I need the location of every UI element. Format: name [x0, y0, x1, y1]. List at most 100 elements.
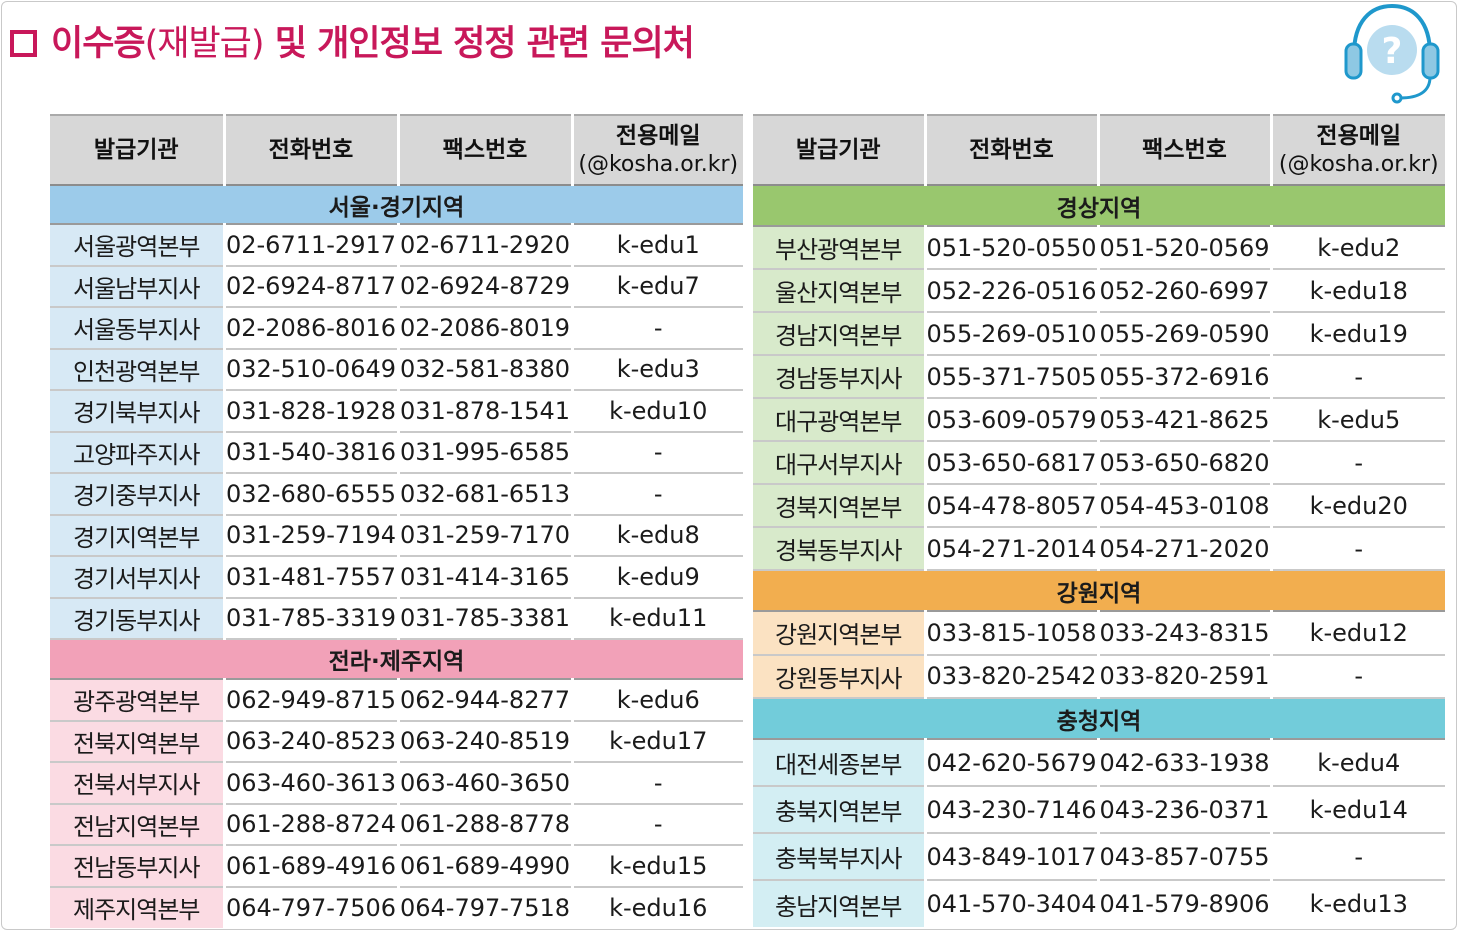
cell-org: 광주광역본부 [50, 679, 224, 722]
cell-org: 경기북부지사 [50, 390, 224, 433]
cell-org: 경기동부지사 [50, 597, 224, 640]
region-header: 서울·경기지역 [50, 185, 743, 225]
table-row: 광주광역본부 062-949-8715 062-944-8277 k-edu6 [50, 679, 743, 722]
table-row: 경남지역본부 055-269-0510 055-269-0590 k-edu19 [753, 312, 1445, 356]
col-header-mail-label: 전용메일 [1316, 122, 1402, 149]
cell-org: 경남동부지사 [753, 355, 925, 399]
col-header-mail-domain: (@kosha.or.kr) [1278, 151, 1439, 177]
cell-org: 강원지역본부 [753, 611, 925, 656]
cell-mail: k-edu19 [1269, 312, 1445, 356]
cell-tel: 043-849-1017 [923, 833, 1098, 881]
cell-tel: 063-460-3613 [222, 762, 398, 805]
cell-tel: 031-481-7557 [222, 556, 398, 599]
table-row: 경기지역본부 031-259-7194 031-259-7170 k-edu8 [50, 514, 743, 557]
cell-tel: 031-785-3319 [222, 597, 398, 640]
table-row: 전남동부지사 061-689-4916 061-689-4990 k-edu15 [50, 845, 743, 888]
cell-org: 경남지역본부 [753, 312, 925, 356]
cell-fax: 032-581-8380 [396, 348, 572, 391]
cell-fax: 052-260-6997 [1096, 269, 1271, 313]
page-title: 이수증(재발급) 및 개인정보 정정 관련 문의처 [10, 16, 695, 72]
region-gangwon: 강원지역 강원지역본부 033-815-1058 033-243-8315 k-edu1… [753, 570, 1445, 699]
col-header-fax: 팩스번호 [396, 114, 572, 186]
cell-mail: k-edu2 [1269, 226, 1445, 270]
cell-mail: k-edu17 [570, 720, 743, 763]
cell-tel: 062-949-8715 [222, 679, 398, 722]
table-row: 전북서부지사 063-460-3613 063-460-3650- [50, 762, 743, 805]
cell-org: 부산광역본부 [753, 226, 925, 270]
cell-tel: 061-288-8724 [222, 803, 398, 846]
cell-fax: 062-944-8277 [396, 679, 572, 722]
cell-tel: 054-478-8057 [923, 484, 1098, 528]
table-row: 서울동부지사 02-2086-8016 02-2086-8019- [50, 307, 743, 350]
cell-fax: 041-579-8906 [1096, 880, 1271, 927]
table-row: 부산광역본부 051-520-0550 051-520-0569 k-edu2 [753, 226, 1445, 270]
cell-tel: 031-828-1928 [222, 390, 398, 433]
cell-fax: 061-288-8778 [396, 803, 572, 846]
cell-fax: 053-650-6820 [1096, 441, 1271, 485]
cell-org: 대전세종본부 [753, 739, 925, 787]
cell-fax: 063-460-3650 [396, 762, 572, 805]
table-row: 제주지역본부 064-797-7506 064-797-7518 k-edu16 [50, 886, 743, 928]
cell-org: 충북지역본부 [753, 786, 925, 834]
cell-fax: 031-785-3381 [396, 597, 572, 640]
cell-mail: k-edu14 [1269, 786, 1445, 834]
cell-mail: k-edu10 [570, 390, 743, 433]
region-seoul-gyeonggi: 서울·경기지역 서울광역본부 02-6711-2917 02-6711-2920 k-e… [50, 185, 743, 640]
cell-fax: 031-259-7170 [396, 514, 572, 557]
table-row: 대구서부지사 053-650-6817 053-650-6820- [753, 441, 1445, 485]
cell-mail: - [570, 762, 743, 805]
cell-fax: 031-878-1541 [396, 390, 572, 433]
col-header-mail-label: 전용메일 [615, 122, 701, 149]
cell-tel: 053-650-6817 [923, 441, 1098, 485]
table-row: 전북지역본부 063-240-8523 063-240-8519 k-edu17 [50, 720, 743, 763]
cell-tel: 031-259-7194 [222, 514, 398, 557]
cell-tel: 064-797-7506 [222, 886, 398, 928]
contact-table-left: 발급기관 전화번호 팩스번호 전용메일 (@kosha.or.kr) 서울·경기지… [50, 114, 743, 928]
table-row: 울산지역본부 052-226-0516 052-260-6997 k-edu18 [753, 269, 1445, 313]
cell-fax: 031-995-6585 [396, 431, 572, 474]
table-row: 인천광역본부 032-510-0649 032-581-8380 k-edu3 [50, 348, 743, 391]
cell-mail: - [570, 803, 743, 846]
cell-tel: 02-6711-2917 [222, 224, 398, 267]
cell-fax: 02-6711-2920 [396, 224, 572, 267]
cell-fax: 033-820-2591 [1096, 654, 1271, 699]
cell-org: 제주지역본부 [50, 886, 224, 928]
cell-fax: 055-269-0590 [1096, 312, 1271, 356]
cell-org: 서울동부지사 [50, 307, 224, 350]
region-header: 전라·제주지역 [50, 639, 743, 680]
cell-tel: 042-620-5679 [923, 739, 1098, 787]
cell-tel: 055-269-0510 [923, 312, 1098, 356]
region-jeolla-jeju: 전라·제주지역 광주광역본부 062-949-8715 062-944-8277 k-e… [50, 639, 743, 928]
cell-org: 울산지역본부 [753, 269, 925, 313]
cell-fax: 02-6924-8729 [396, 265, 572, 308]
col-header-mail: 전용메일 (@kosha.or.kr) [570, 114, 743, 186]
table-row: 경기동부지사 031-785-3319 031-785-3381 k-edu11 [50, 597, 743, 640]
region-header: 경상지역 [753, 185, 1445, 227]
cell-mail: k-edu1 [570, 224, 743, 267]
cell-fax: 031-414-3165 [396, 556, 572, 599]
cell-tel: 055-371-7505 [923, 355, 1098, 399]
cell-org: 경기중부지사 [50, 473, 224, 516]
title-bold-2: 및 개인정보 정정 관련 문의처 [263, 24, 695, 64]
cell-org: 충남지역본부 [753, 880, 925, 927]
cell-mail: k-edu18 [1269, 269, 1445, 313]
cell-tel: 053-609-0579 [923, 398, 1098, 442]
cell-org: 충북북부지사 [753, 833, 925, 881]
cell-fax: 064-797-7518 [396, 886, 572, 928]
cell-mail: k-edu8 [570, 514, 743, 557]
cell-tel: 051-520-0550 [923, 226, 1098, 270]
cell-mail: k-edu7 [570, 265, 743, 308]
cell-fax: 063-240-8519 [396, 720, 572, 763]
cell-mail: - [1269, 441, 1445, 485]
cell-mail: - [570, 431, 743, 474]
cell-fax: 043-236-0371 [1096, 786, 1271, 834]
cell-fax: 032-681-6513 [396, 473, 572, 516]
cell-tel: 061-689-4916 [222, 845, 398, 888]
table-row: 고양파주지사 031-540-3816 031-995-6585- [50, 431, 743, 474]
cell-org: 서울광역본부 [50, 224, 224, 267]
contact-table-right: 발급기관 전화번호 팩스번호 전용메일 (@kosha.or.kr) 경상지역 부산… [753, 114, 1445, 927]
cell-mail: - [570, 307, 743, 350]
table-row: 전남지역본부 061-288-8724 061-288-8778- [50, 803, 743, 846]
cell-org: 경기지역본부 [50, 514, 224, 557]
cell-mail: - [1269, 654, 1445, 699]
